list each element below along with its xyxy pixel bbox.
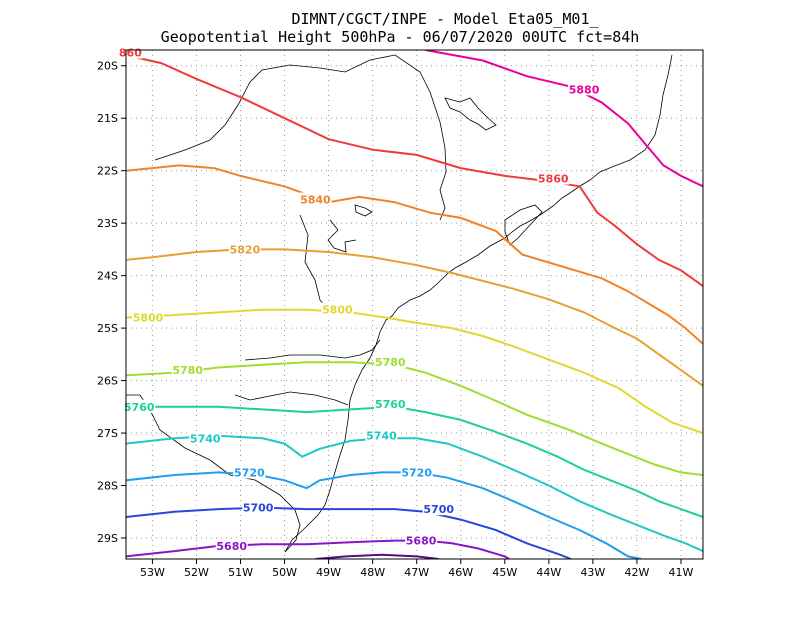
contour-label-5700: 5700 [423,503,454,516]
x-tick-label: 42W [624,566,649,579]
contour-label-5860: 860 [119,47,142,60]
y-tick-label: 25S [97,322,118,335]
contour-5700 [126,506,572,559]
coastline [436,54,673,285]
contour-label-bg [365,428,398,442]
x-tick-label: 49W [316,566,341,579]
contour-5720 [126,471,642,559]
chart-subtitle: Geopotential Height 500hPa - 06/07/2020 … [161,28,640,46]
contour-label-bg [321,302,354,316]
contour-label-bg [537,171,570,185]
contour-labels: 5880 860 5860 5840 5820 5800 5800 5780 5780 5760 5… [117,45,601,553]
contour-label-bg [568,82,601,96]
state-border-3 [244,339,381,361]
contour-label-5680: 5680 [216,540,247,553]
contour-5800 [126,308,703,435]
map-borders [126,54,673,553]
x-tick-label: 48W [360,566,385,579]
state-border-6 [327,219,357,253]
contour-5880 [425,50,703,188]
x-tick-label: 44W [536,566,561,579]
contour-label-bg [400,465,433,479]
x-tick-label: 50W [272,566,297,579]
contour-label-5800: 5800 [133,312,164,325]
contour-label-5840: 5840 [300,194,331,207]
lagoon [354,204,373,217]
contour-label-5880: 5880 [569,83,600,96]
contour-label-bg [132,310,165,324]
x-tick-label: 52W [184,566,209,579]
contour-label-5760: 5760 [375,398,406,411]
contour-lines [126,50,703,559]
contour-label-5780: 5780 [375,356,406,369]
contour-5840 [126,164,703,345]
state-border-4 [234,391,349,406]
contour-label-bg [299,192,332,206]
contour-5680 [126,539,510,559]
y-tick-label: 20S [97,60,118,73]
contour-5740 [126,434,703,553]
contour-5820 [126,248,703,387]
contour-label-bg [233,465,266,479]
contour-label-5800: 5800 [322,304,353,317]
x-tick-label: 45W [492,566,517,579]
x-tick-label: 51W [228,566,253,579]
y-tick-label: 23S [97,217,118,230]
state-border-1 [154,54,447,221]
chart-title: DIMNT/CGCT/INPE - Model Eta05_M01_ [291,10,599,28]
contour-label-5740: 5740 [366,430,397,443]
contour-label-bg [242,500,275,514]
plot-frame [125,49,704,560]
x-tick-label: 43W [580,566,605,579]
contour-label-5720: 5720 [401,466,432,479]
y-tick-label: 28S [97,480,118,493]
lake [444,97,497,131]
contour-label-5860: 5860 [538,173,569,186]
x-tick-label: 53W [140,566,165,579]
contour-label-5680: 5680 [406,535,437,548]
state-border-2 [299,214,329,311]
y-tick-label: 29S [97,532,118,545]
contour-5860 [126,54,703,287]
y-tick-label: 27S [97,427,118,440]
contour-label-bg [374,355,407,369]
contour-label-5820: 5820 [230,243,261,256]
contour-label-bg [422,502,455,516]
x-tick-label: 47W [404,566,429,579]
x-tick-label: 46W [448,566,473,579]
contour-label-5740: 5740 [190,432,221,445]
contour-5760 [126,405,703,518]
contour-label-bg [123,399,156,413]
contour-label-5780: 5780 [172,364,203,377]
y-tick-label: 24S [97,270,118,283]
contour-label-bg [171,363,204,377]
contour-label-bg [405,533,438,547]
y-tick-label: 22S [97,165,118,178]
contour-label-bg [189,431,222,445]
x-tick-label: 41W [669,566,694,579]
contour-label-bg [228,242,261,256]
contour-5780 [126,361,703,476]
contour-label-bg [117,45,143,59]
y-axis: 20S 21S 22S 23S 24S 25S 26S 27S 28S 29S [97,60,126,545]
contour-label-bg [374,397,407,411]
contour-5660 [315,553,439,559]
contour-label-5700: 5700 [243,502,274,515]
contour-label-5760: 5760 [124,401,155,414]
x-axis: 53W 52W 51W 50W 49W 48W 47W 46W 45W 44W 43W 42W 41W [140,559,694,579]
contour-label-5720: 5720 [234,466,265,479]
contour-label-bg [215,538,248,552]
bay [504,204,543,246]
grid-lines [126,50,703,559]
y-tick-label: 21S [97,112,118,125]
y-tick-label: 26S [97,375,118,388]
